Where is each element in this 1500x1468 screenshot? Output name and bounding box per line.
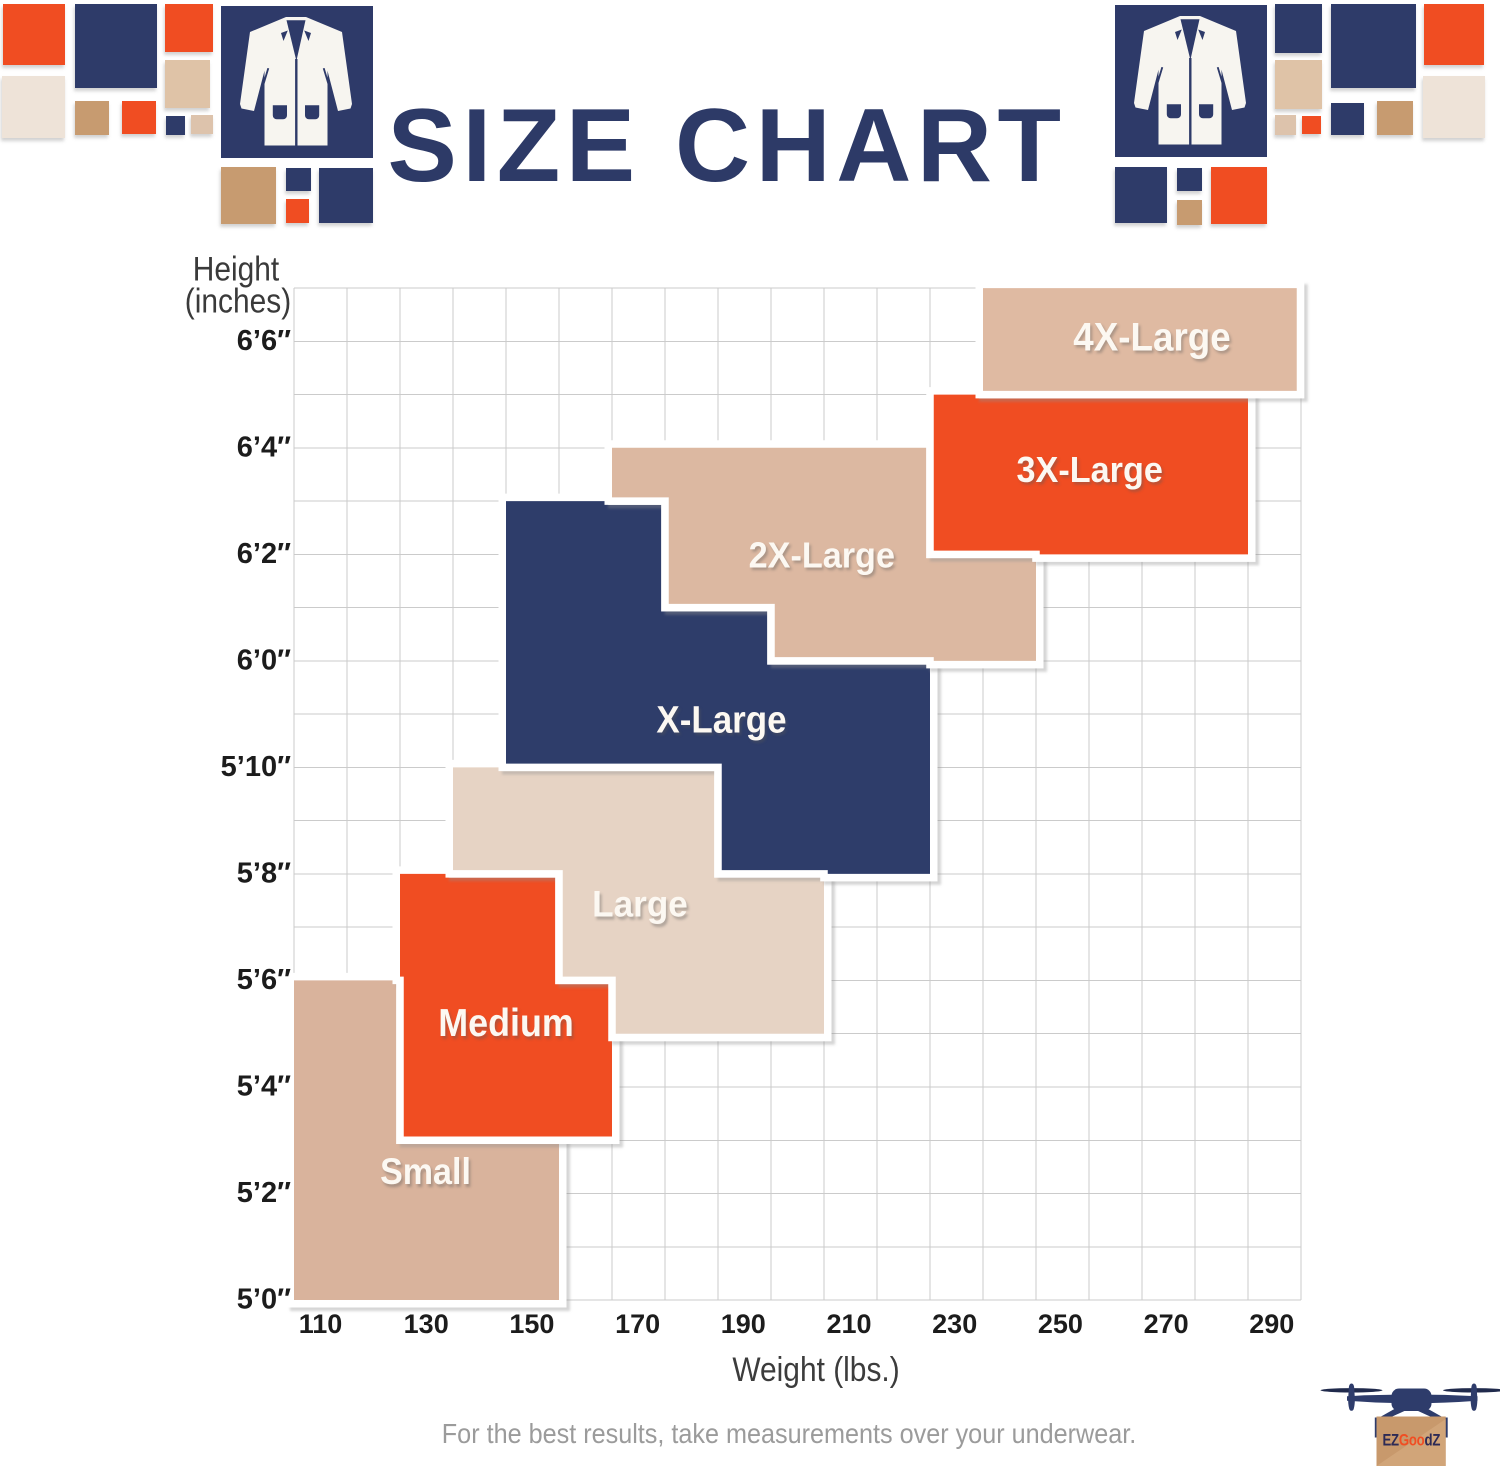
svg-text:4X-Large: 4X-Large — [1073, 315, 1230, 360]
svg-text:SIZE CHART: SIZE CHART — [388, 88, 1067, 204]
svg-text:150: 150 — [509, 1309, 554, 1339]
svg-text:210: 210 — [826, 1309, 871, 1339]
svg-text:230: 230 — [932, 1309, 977, 1339]
svg-text:X-Large: X-Large — [656, 698, 786, 741]
svg-text:6’0″: 6’0″ — [237, 644, 291, 676]
svg-text:For the best results, take mea: For the best results, take measurements … — [442, 1418, 1136, 1450]
svg-text:Large: Large — [592, 883, 688, 925]
svg-text:5’0″: 5’0″ — [237, 1284, 291, 1316]
svg-text:(inches): (inches) — [185, 282, 291, 320]
svg-text:130: 130 — [404, 1309, 449, 1339]
svg-text:Medium: Medium — [438, 1001, 574, 1045]
svg-text:170: 170 — [615, 1309, 660, 1339]
svg-text:EZGoodZ: EZGoodZ — [1382, 1431, 1440, 1450]
svg-text:2X-Large: 2X-Large — [749, 536, 895, 576]
svg-text:5’2″: 5’2″ — [237, 1177, 291, 1209]
svg-text:270: 270 — [1144, 1309, 1189, 1339]
svg-text:190: 190 — [721, 1309, 766, 1339]
svg-text:3X-Large: 3X-Large — [1017, 450, 1163, 490]
svg-text:5’8″: 5’8″ — [237, 857, 291, 889]
svg-text:5’10″: 5’10″ — [221, 751, 291, 783]
svg-text:290: 290 — [1249, 1309, 1294, 1339]
svg-text:Height: Height — [193, 250, 280, 288]
svg-text:6’2″: 6’2″ — [237, 538, 291, 570]
svg-text:5’6″: 5’6″ — [237, 964, 291, 996]
svg-text:250: 250 — [1038, 1309, 1083, 1339]
svg-text:6’4″: 6’4″ — [237, 431, 291, 463]
svg-text:Small: Small — [380, 1151, 471, 1193]
svg-text:110: 110 — [299, 1309, 343, 1339]
svg-text:6’6″: 6’6″ — [237, 325, 291, 357]
svg-text:Weight (lbs.): Weight (lbs.) — [732, 1350, 899, 1388]
svg-text:5’4″: 5’4″ — [237, 1071, 291, 1103]
